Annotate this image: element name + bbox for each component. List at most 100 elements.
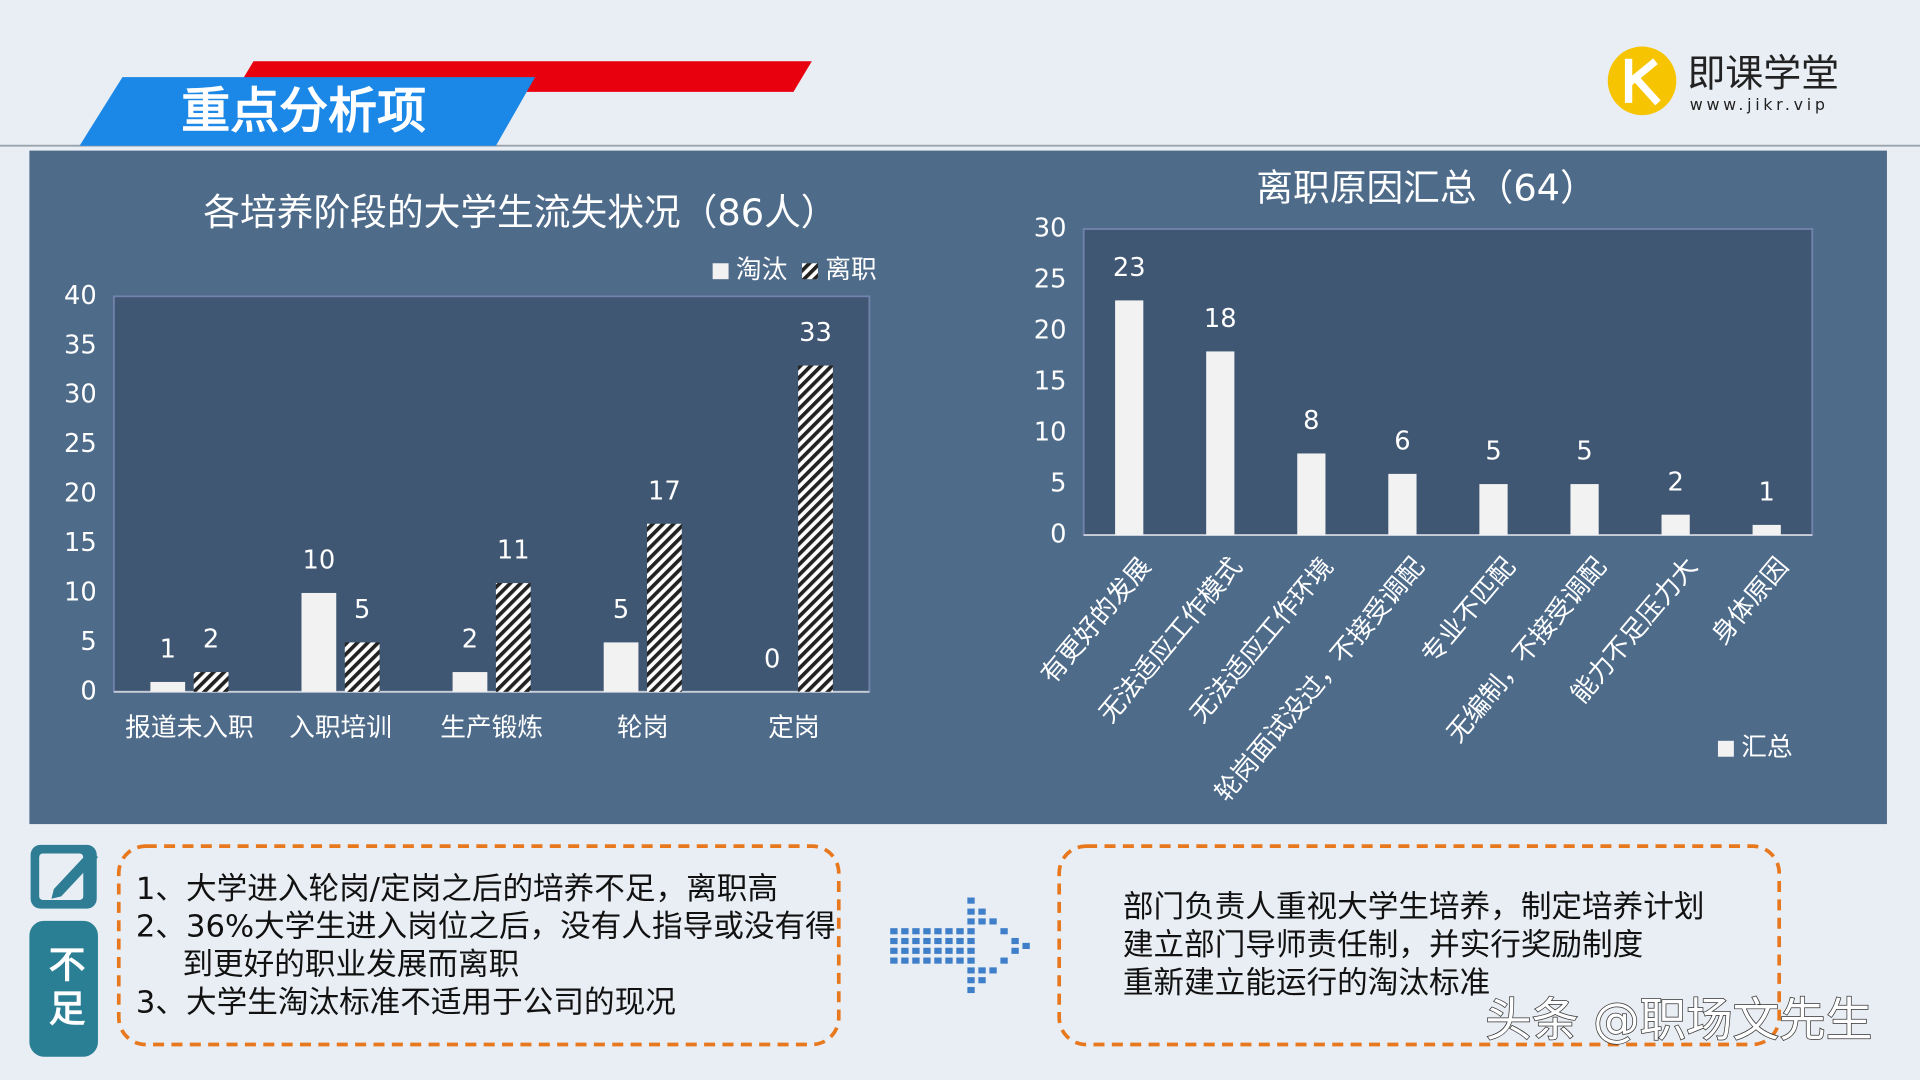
bar [150, 681, 186, 692]
shortcoming-list: 1、大学进入轮岗/定岗之后的培养不足，离职高 2、36%大学生进入岗位之后，没有… [136, 869, 836, 1021]
y-tick-label: 20 [1034, 316, 1067, 346]
x-tick-label: 报道未入职 [125, 713, 254, 743]
value-label: 2 [462, 625, 478, 655]
bar [193, 672, 229, 692]
arrow-dot [912, 937, 920, 945]
arrow-dot [945, 928, 953, 935]
bar [1479, 484, 1508, 536]
bar [301, 592, 337, 692]
arrow-dot [967, 967, 975, 974]
x-tick-label: 入职培训 [289, 713, 392, 743]
value-label: 10 [303, 546, 336, 576]
chart-title: 各培养阶段的大学生流失状况（86人） [203, 191, 837, 234]
shortcoming-label: 不足 [42, 945, 85, 1033]
y-tick-label: 30 [64, 380, 97, 410]
y-tick-label: 25 [1034, 265, 1067, 295]
value-label: 1 [160, 635, 176, 665]
arrow-dot [956, 937, 964, 945]
value-label: 8 [1303, 406, 1319, 436]
bar [344, 642, 380, 692]
value-label: 2 [203, 625, 219, 655]
bar [1206, 351, 1235, 536]
arrow-dot [978, 967, 986, 974]
measure-text: 部门负责人重视大学生培养，制定培养计划 建立部门导师责任制，并实行奖励制度 重新… [1123, 888, 1772, 1002]
bar [1388, 473, 1417, 536]
arrow-dot [967, 897, 975, 904]
measure-item: 重新建立能运行的淘汰标准 [1122, 964, 1491, 1001]
arrow-dot [989, 967, 997, 974]
arrow-dot [912, 928, 920, 935]
edit-icon-pencil [51, 849, 98, 899]
arrow-dot [1011, 937, 1019, 945]
shortcoming-box [116, 844, 841, 1047]
arrow-dot [967, 986, 975, 994]
value-label: 5 [1576, 437, 1592, 467]
arrow-dot [978, 977, 986, 984]
arrow-dot [967, 918, 975, 925]
watermark: 头条 @职场文先生 [1485, 993, 1872, 1047]
value-label: 1 [1759, 478, 1775, 508]
arrow-dot [956, 947, 964, 954]
shortcoming-text: 1、大学进入轮岗/定岗之后的培养不足，离职高 2、36%大学生进入岗位之后，没有… [136, 869, 836, 1021]
arrow-dot [923, 928, 931, 935]
arrow-dot [989, 918, 997, 925]
arrow-dot [1022, 942, 1030, 949]
arrow-dot [967, 928, 975, 935]
shortcoming-item: 3、大学生淘汰标准不适用于公司的现况 [135, 984, 676, 1020]
arrow-dot [945, 957, 953, 964]
value-label: 11 [497, 536, 530, 566]
bar [1297, 453, 1326, 536]
y-tick-label: 5 [1050, 469, 1066, 499]
shortcoming-item: 2、36%大学生进入岗位之后，没有人指导或没有得到更好的职业发展而离职 [135, 908, 836, 983]
arrow-dot [1000, 928, 1008, 935]
arrow-dot [945, 947, 953, 954]
legend-label: 离职 [825, 255, 876, 285]
arrow-dot [890, 937, 898, 945]
bar [1752, 524, 1781, 536]
arrow-dot [901, 957, 909, 964]
arrow-dot [934, 937, 942, 945]
y-tick-label: 35 [64, 330, 97, 360]
measure-item: 部门负责人重视大学生培养，制定培养计划 [1122, 888, 1705, 925]
arrow-dot [901, 937, 909, 945]
logo-url: www.jikr.vip [1690, 95, 1829, 114]
value-label: 2 [1667, 467, 1683, 497]
y-tick-label: 5 [80, 627, 96, 657]
legend-label: 淘汰 [736, 255, 787, 285]
bar [495, 583, 531, 692]
x-tick-label: 生产锻炼 [440, 713, 543, 743]
arrow-dot [923, 957, 931, 964]
value-label: 0 [764, 645, 780, 675]
value-label: 5 [613, 595, 629, 625]
measure-list: 部门负责人重视大学生培养，制定培养计划 建立部门导师责任制，并实行奖励制度 重新… [1123, 888, 1772, 1002]
arrow-dot [934, 947, 942, 954]
chart-title: 离职原因汇总（64） [1256, 166, 1596, 209]
arrow-dot [978, 918, 986, 925]
legend-swatch [1717, 740, 1734, 757]
arrow-dot [967, 947, 975, 954]
arrow-dot [912, 957, 920, 964]
logo-k [1624, 58, 1661, 106]
arrow-dot [934, 957, 942, 964]
arrow-dot [923, 947, 931, 954]
arrow-dot [890, 928, 898, 935]
arrow-dot [1000, 957, 1008, 964]
shortcoming-tag [29, 920, 98, 1057]
arrow-dot [901, 928, 909, 935]
arrow-dot [978, 908, 986, 915]
arrow-dot [890, 947, 898, 954]
arrow-dot [890, 957, 898, 964]
header-title: 重点分析项 [181, 82, 426, 139]
value-label: 23 [1113, 253, 1146, 283]
y-tick-label: 0 [80, 676, 96, 706]
edit-icon-paper [39, 853, 84, 900]
y-tick-label: 0 [1050, 520, 1066, 550]
arrow [890, 897, 1030, 994]
arrow-dot [901, 947, 909, 954]
legend-label: 汇总 [1741, 733, 1792, 763]
bar [647, 523, 682, 692]
legend-swatch [802, 263, 818, 280]
value-label: 5 [1485, 437, 1501, 467]
y-tick-label: 20 [64, 479, 97, 509]
